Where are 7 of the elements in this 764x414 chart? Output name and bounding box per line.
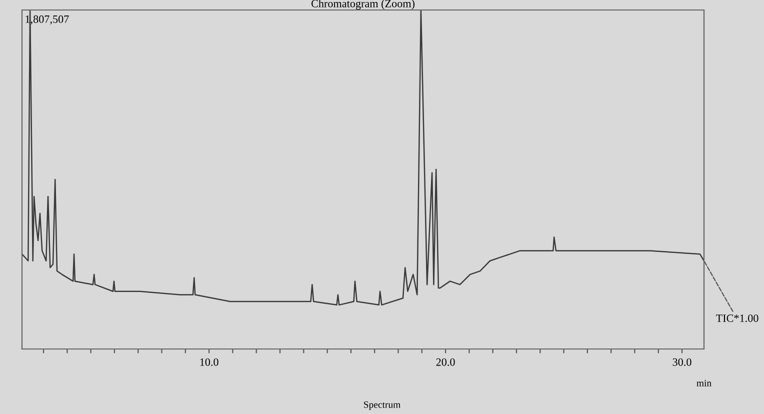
x-tick-label: 10.0 [200,358,218,366]
annotation: TIC*1.00 [716,314,758,322]
x-axis-title: min [696,380,712,386]
x-tick-label: 30.0 [672,358,692,366]
text: Spectrum [364,401,400,410]
x-tick-label: 20.0 [436,358,455,366]
chart-title: Chromatogram (Zoom) [311,0,415,10]
